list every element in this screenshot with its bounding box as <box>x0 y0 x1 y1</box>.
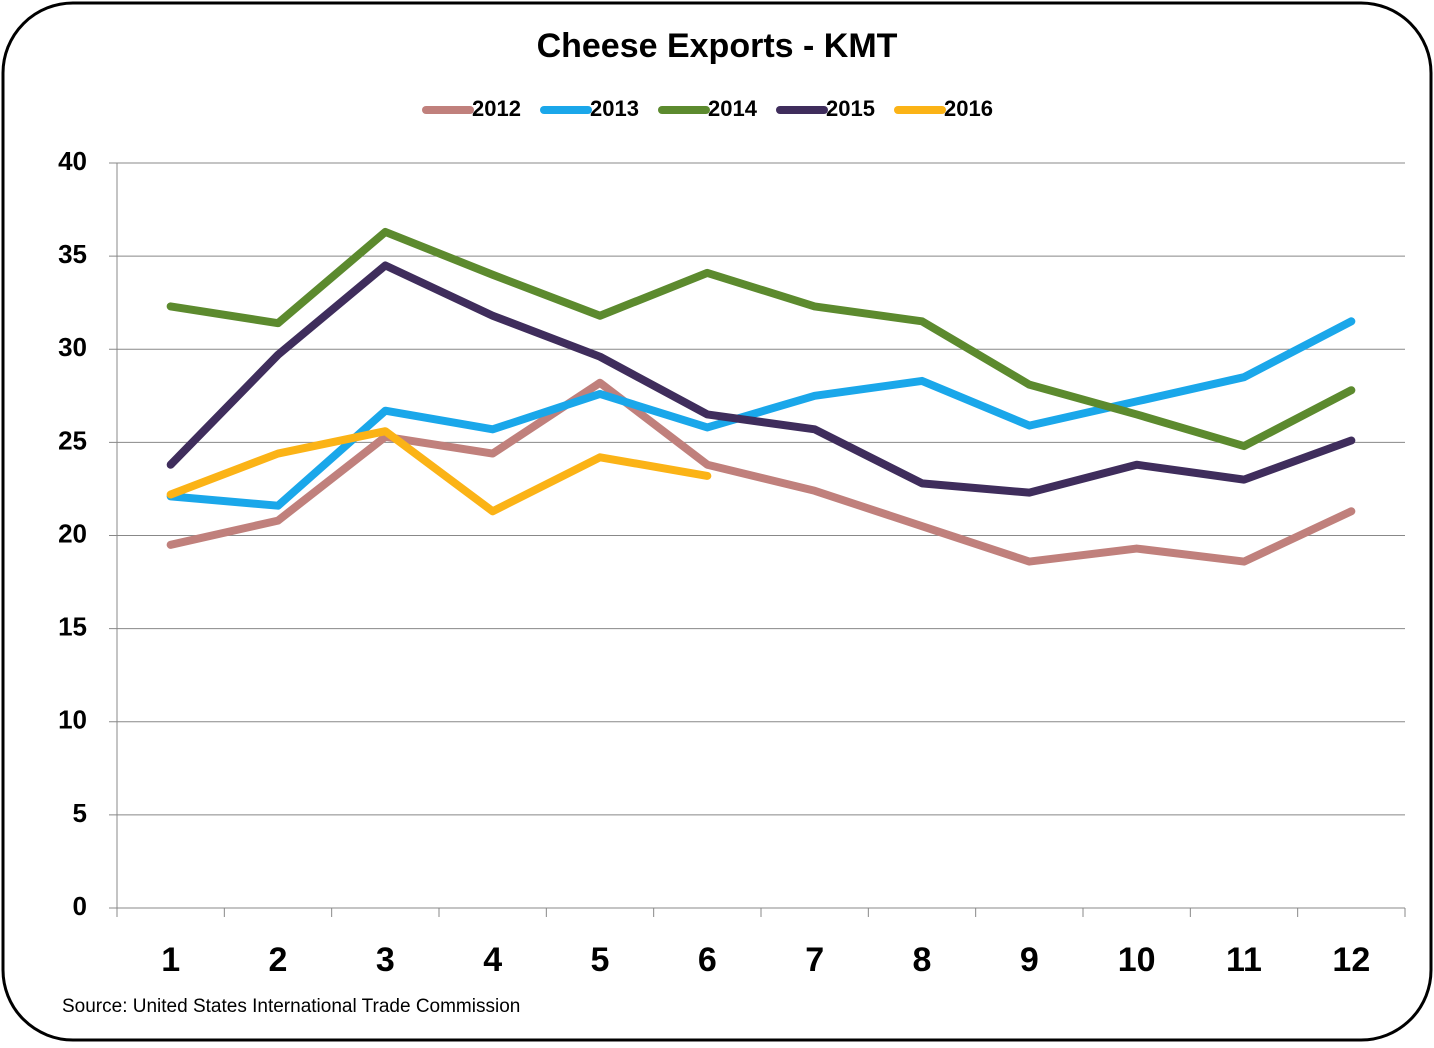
series-line <box>166 427 712 516</box>
chart-title: Cheese Exports - KMT <box>537 27 898 65</box>
y-tick-label: 5 <box>73 798 87 828</box>
legend-label: 2014 <box>708 96 758 121</box>
y-tick-label: 40 <box>58 146 87 176</box>
x-tick-label: 1 <box>161 941 180 979</box>
x-tick-label: 2 <box>269 941 288 979</box>
y-tick-label: 0 <box>73 891 87 921</box>
x-tick-label: 5 <box>591 941 610 979</box>
legend-label: 2016 <box>944 96 993 121</box>
y-tick-label: 15 <box>58 612 87 642</box>
x-tick-label: 7 <box>805 941 824 979</box>
legend-label: 2015 <box>826 96 875 121</box>
x-tick-label: 8 <box>913 941 932 979</box>
legend-label: 2013 <box>590 96 639 121</box>
x-tick-label: 3 <box>376 941 395 979</box>
source-note: Source: United States International Trad… <box>62 996 520 1017</box>
x-tick-label: 12 <box>1332 941 1370 979</box>
y-tick-label: 35 <box>58 239 87 269</box>
series-line <box>166 317 1356 510</box>
series-line <box>166 261 1356 497</box>
y-tick-label: 10 <box>58 705 87 735</box>
x-tick-label: 9 <box>1020 941 1039 979</box>
y-tick-label: 20 <box>58 518 87 548</box>
x-tick-label: 11 <box>1226 941 1262 979</box>
y-tick-label: 30 <box>58 332 87 362</box>
x-tick-label: 6 <box>698 941 717 979</box>
series-line <box>166 378 1356 566</box>
y-tick-label: 25 <box>58 425 87 455</box>
x-tick-label: 4 <box>483 941 502 979</box>
x-tick-label: 10 <box>1118 941 1156 979</box>
series-line <box>166 227 1356 451</box>
legend-label: 2012 <box>472 96 521 121</box>
